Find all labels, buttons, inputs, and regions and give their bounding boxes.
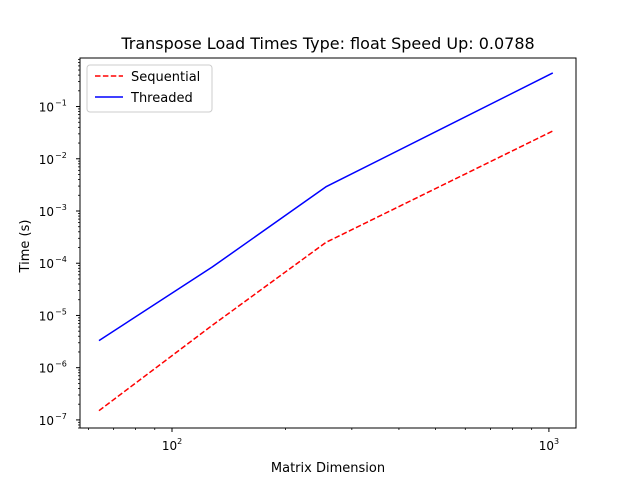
y-tick-label: 10−5 <box>39 307 67 323</box>
legend-box <box>86 64 213 113</box>
y-tick-label: 10−1 <box>39 99 67 115</box>
y-tick-label: 10−3 <box>39 203 67 219</box>
legend-label-sequential: Sequential <box>131 70 200 85</box>
y-tick-label: 10−7 <box>39 412 67 428</box>
y-axis-label: Time (s) <box>18 220 33 274</box>
plot-lines <box>98 72 554 412</box>
legend-label-threaded: Threaded <box>130 91 193 106</box>
y-tick-label: 10−4 <box>39 255 67 271</box>
chart-title: Transpose Load Times Type: float Speed U… <box>120 34 534 53</box>
legend: Sequential Threaded <box>86 64 213 113</box>
series-line-threaded <box>98 72 554 342</box>
x-tick-label: 103 <box>539 437 559 453</box>
plot-area-frame <box>79 57 577 429</box>
x-axis-label: Matrix Dimension <box>271 461 385 476</box>
y-tick-label: 10−2 <box>39 151 67 167</box>
y-tick-label: 10−6 <box>39 360 67 376</box>
x-tick-label: 102 <box>162 437 182 453</box>
